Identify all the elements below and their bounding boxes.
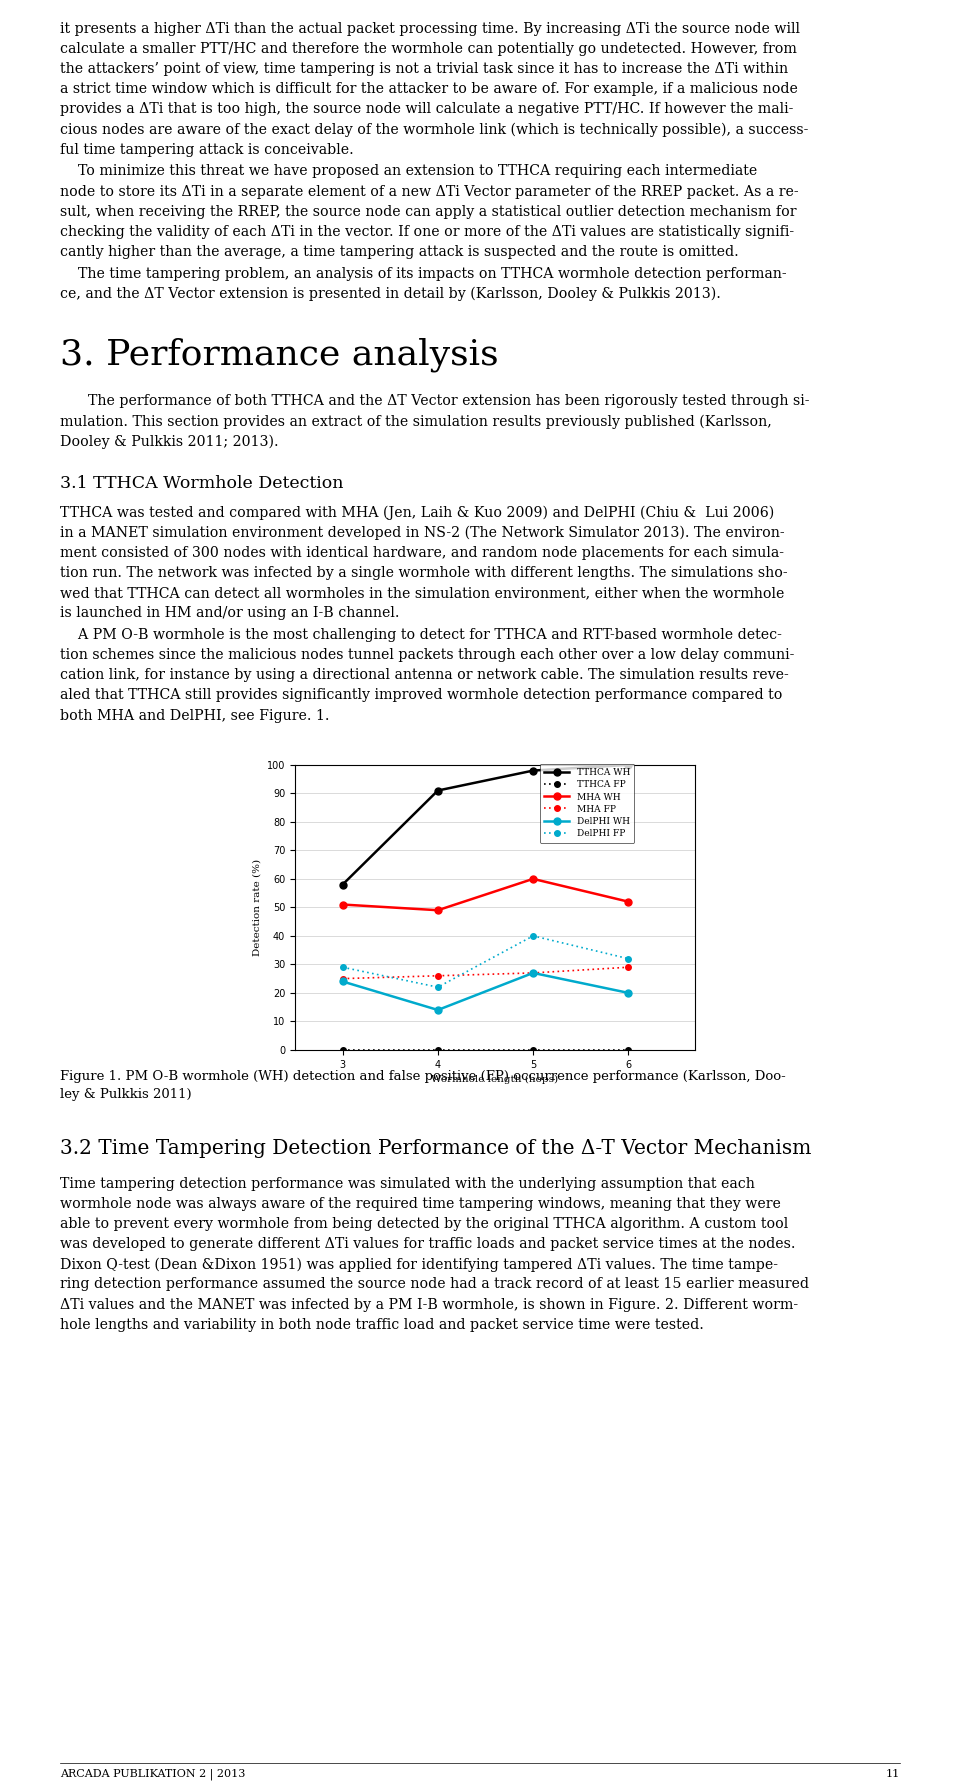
Text: it presents a higher ΔTi than the actual packet processing time. By increasing Δ: it presents a higher ΔTi than the actual… <box>60 21 800 36</box>
Line: TTHCA FP: TTHCA FP <box>340 1047 631 1053</box>
DelPHI WH <box>432 999 444 1020</box>
Line: MHA FP: MHA FP <box>340 965 631 981</box>
Text: calculate a smaller PTT/HC and therefore the wormhole can potentially go undetec: calculate a smaller PTT/HC and therefore… <box>60 43 797 55</box>
Text: ΔTi values and the MANET was infected by a PM I-B wormhole, is shown in Figure. : ΔTi values and the MANET was infected by… <box>60 1297 798 1311</box>
Text: 3.1 TTHCA Wormhole Detection: 3.1 TTHCA Wormhole Detection <box>60 475 344 492</box>
Text: Dixon Q-test (Dean &Dixon 1951) was applied for identifying tampered ΔTi values.: Dixon Q-test (Dean &Dixon 1951) was appl… <box>60 1258 778 1272</box>
Text: in a MANET simulation environment developed in NS-2 (The Network Simulator 2013): in a MANET simulation environment develo… <box>60 526 784 541</box>
Text: wormhole node was always aware of the required time tampering windows, meaning t: wormhole node was always aware of the re… <box>60 1197 780 1211</box>
Y-axis label: Detection rate (%): Detection rate (%) <box>252 858 261 956</box>
Text: mulation. This section provides an extract of the simulation results previously : mulation. This section provides an extra… <box>60 414 772 428</box>
Text: cious nodes are aware of the exact delay of the wormhole link (which is technica: cious nodes are aware of the exact delay… <box>60 123 808 137</box>
Line: TTHCA WH: TTHCA WH <box>339 762 632 888</box>
TTHCA WH <box>432 780 444 801</box>
MHA WH <box>432 899 444 921</box>
Text: 11: 11 <box>886 1770 900 1779</box>
TTHCA FP <box>337 1038 348 1060</box>
TTHCA FP <box>527 1038 539 1060</box>
Text: 3.2 Time Tampering Detection Performance of the Δ-T Vector Mechanism: 3.2 Time Tampering Detection Performance… <box>60 1138 811 1158</box>
Text: 3. Performance analysis: 3. Performance analysis <box>60 337 498 371</box>
Text: a strict time window which is difficult for the attacker to be aware of. For exa: a strict time window which is difficult … <box>60 82 798 96</box>
MHA WH <box>527 869 539 890</box>
Text: Dooley & Pulkkis 2011; 2013).: Dooley & Pulkkis 2011; 2013). <box>60 435 278 450</box>
MHA WH <box>337 894 348 915</box>
TTHCA WH <box>527 760 539 781</box>
X-axis label: Wormhole length (hops): Wormhole length (hops) <box>431 1076 559 1085</box>
Text: ce, and the ΔT Vector extension is presented in detail by (Karlsson, Dooley & Pu: ce, and the ΔT Vector extension is prese… <box>60 287 721 301</box>
Text: both MHA and DelPHI, see Figure. 1.: both MHA and DelPHI, see Figure. 1. <box>60 708 329 723</box>
Text: checking the validity of each ΔTi in the vector. If one or more of the ΔTi value: checking the validity of each ΔTi in the… <box>60 225 794 239</box>
Text: wed that TTHCA can detect all wormholes in the simulation environment, either wh: wed that TTHCA can detect all wormholes … <box>60 587 784 599</box>
Text: was developed to generate different ΔTi values for traffic loads and packet serv: was developed to generate different ΔTi … <box>60 1236 796 1251</box>
Text: tion run. The network was infected by a single wormhole with different lengths. : tion run. The network was infected by a … <box>60 566 787 580</box>
Text: cation link, for instance by using a directional antenna or network cable. The s: cation link, for instance by using a dir… <box>60 669 789 681</box>
Text: Figure 1. PM O-B wormhole (WH) detection and false positive (FP) occurrence perf: Figure 1. PM O-B wormhole (WH) detection… <box>60 1070 785 1083</box>
Text: aled that TTHCA still provides significantly improved wormhole detection perform: aled that TTHCA still provides significa… <box>60 689 782 703</box>
Line: DelPHI FP: DelPHI FP <box>340 933 631 990</box>
Text: ful time tampering attack is conceivable.: ful time tampering attack is conceivable… <box>60 143 353 157</box>
MHA FP <box>432 965 444 987</box>
Line: DelPHI WH: DelPHI WH <box>339 969 632 1013</box>
DelPHI FP <box>527 926 539 947</box>
Text: hole lengths and variability in both node traffic load and packet service time w: hole lengths and variability in both nod… <box>60 1318 704 1331</box>
MHA FP <box>337 969 348 990</box>
Text: To minimize this threat we have proposed an extension to TTHCA requiring each in: To minimize this threat we have proposed… <box>60 164 757 178</box>
Text: Time tampering detection performance was simulated with the underlying assumptio: Time tampering detection performance was… <box>60 1177 755 1192</box>
Text: ley & Pulkkis 2011): ley & Pulkkis 2011) <box>60 1088 192 1101</box>
TTHCA FP <box>623 1038 635 1060</box>
MHA WH <box>623 890 635 912</box>
MHA FP <box>623 956 635 978</box>
TTHCA WH <box>623 755 635 776</box>
Text: cantly higher than the average, a time tampering attack is suspected and the rou: cantly higher than the average, a time t… <box>60 244 739 259</box>
Line: MHA WH: MHA WH <box>339 876 632 913</box>
Text: The time tampering problem, an analysis of its impacts on TTHCA wormhole detecti: The time tampering problem, an analysis … <box>60 266 786 280</box>
Text: sult, when receiving the RREP, the source node can apply a statistical outlier d: sult, when receiving the RREP, the sourc… <box>60 205 797 219</box>
Text: ring detection performance assumed the source node had a track record of at leas: ring detection performance assumed the s… <box>60 1277 809 1292</box>
Text: is launched in HM and/or using an I-B channel.: is launched in HM and/or using an I-B ch… <box>60 607 399 621</box>
Text: ARCADA PUBLIKATION 2 | 2013: ARCADA PUBLIKATION 2 | 2013 <box>60 1770 246 1780</box>
DelPHI FP <box>337 956 348 978</box>
DelPHI FP <box>623 947 635 969</box>
DelPHI WH <box>623 983 635 1004</box>
DelPHI FP <box>432 976 444 997</box>
Text: A PM O-B wormhole is the most challenging to detect for TTHCA and RTT-based worm: A PM O-B wormhole is the most challengin… <box>60 628 781 642</box>
Text: tion schemes since the malicious nodes tunnel packets through each other over a : tion schemes since the malicious nodes t… <box>60 648 794 662</box>
Text: able to prevent every wormhole from being detected by the original TTHCA algorit: able to prevent every wormhole from bein… <box>60 1217 788 1231</box>
DelPHI WH <box>337 970 348 992</box>
Text: node to store its ΔTi in a separate element of a new ΔTi Vector parameter of the: node to store its ΔTi in a separate elem… <box>60 184 799 198</box>
Text: the attackers’ point of view, time tampering is not a trivial task since it has : the attackers’ point of view, time tampe… <box>60 62 788 77</box>
TTHCA WH <box>337 874 348 896</box>
TTHCA FP <box>432 1038 444 1060</box>
Legend: TTHCA WH, TTHCA FP, MHA WH, MHA FP, DelPHI WH, DelPHI FP: TTHCA WH, TTHCA FP, MHA WH, MHA FP, DelP… <box>540 764 635 842</box>
Text: provides a ΔTi that is too high, the source node will calculate a negative PTT/H: provides a ΔTi that is too high, the sou… <box>60 102 793 116</box>
Text: ment consisted of 300 nodes with identical hardware, and random node placements : ment consisted of 300 nodes with identic… <box>60 546 784 560</box>
DelPHI WH <box>527 962 539 983</box>
MHA FP <box>527 962 539 983</box>
Text: The performance of both TTHCA and the ΔT Vector extension has been rigorously te: The performance of both TTHCA and the ΔT… <box>88 394 809 409</box>
Text: TTHCA was tested and compared with MHA (Jen, Laih & Kuo 2009) and DelPHI (Chiu &: TTHCA was tested and compared with MHA (… <box>60 507 775 521</box>
